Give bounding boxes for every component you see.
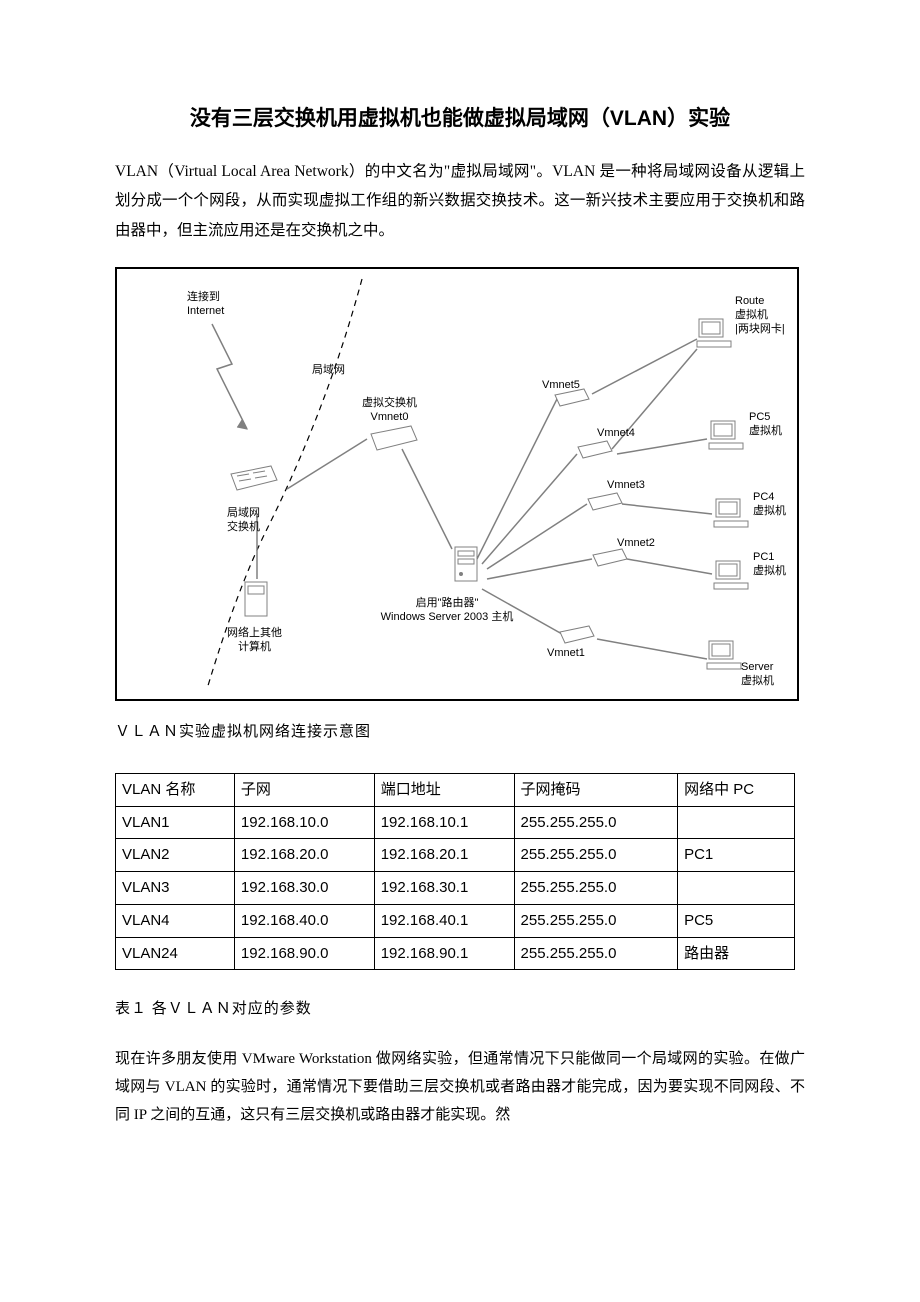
label-pc1: PC1虚拟机 <box>753 551 786 579</box>
label-route: Route虚拟机|两块网卡| <box>735 295 785 336</box>
table-row: VLAN3192.168.30.0192.168.30.1255.255.255… <box>116 872 795 905</box>
table-cell: VLAN3 <box>116 872 235 905</box>
table-row: VLAN1192.168.10.0192.168.10.1255.255.255… <box>116 806 795 839</box>
host-server-icon <box>452 544 482 584</box>
table-cell: 192.168.40.1 <box>374 904 514 937</box>
label-pc4: PC4虚拟机 <box>753 491 786 519</box>
table-cell: 255.255.255.0 <box>514 872 678 905</box>
table-cell: 192.168.10.0 <box>234 806 374 839</box>
label-other-pc: 网络上其他计算机 <box>227 627 282 655</box>
other-pc-icon <box>242 579 272 619</box>
table-cell <box>678 872 795 905</box>
pc5-icon <box>707 419 747 453</box>
label-server: Server虚拟机 <box>741 661 774 689</box>
table-cell: 192.168.40.0 <box>234 904 374 937</box>
network-diagram: 连接到Internet 局域网 虚拟交换机Vmnet0 局域网交换机 网络上其他… <box>115 267 799 701</box>
col-vlan-name: VLAN 名称 <box>116 773 235 806</box>
page-title: 没有三层交换机用虚拟机也能做虚拟局域网（VLAN）实验 <box>115 100 805 139</box>
table-cell: VLAN24 <box>116 937 235 970</box>
table-row: VLAN24192.168.90.0192.168.90.1255.255.25… <box>116 937 795 970</box>
table-cell: 255.255.255.0 <box>514 806 678 839</box>
table-cell: VLAN1 <box>116 806 235 839</box>
pc4-icon <box>712 497 752 531</box>
label-internet: 连接到Internet <box>187 291 224 319</box>
table-cell <box>678 806 795 839</box>
table-cell: PC5 <box>678 904 795 937</box>
label-host: 启用"路由器"Windows Server 2003 主机 <box>347 597 547 625</box>
table-row: VLAN4192.168.40.0192.168.40.1255.255.255… <box>116 904 795 937</box>
label-lan: 局域网 <box>312 364 345 378</box>
table-cell: 192.168.90.0 <box>234 937 374 970</box>
label-pc5: PC5虚拟机 <box>749 411 782 439</box>
table-cell: 192.168.30.1 <box>374 872 514 905</box>
lan-switch-icon <box>227 464 281 494</box>
vlan-table: VLAN 名称 子网 端口地址 子网掩码 网络中 PC VLAN1192.168… <box>115 773 795 971</box>
table-header-row: VLAN 名称 子网 端口地址 子网掩码 网络中 PC <box>116 773 795 806</box>
table-cell: PC1 <box>678 839 795 872</box>
label-vmnet1: Vmnet1 <box>547 647 585 661</box>
table-row: VLAN2192.168.20.0192.168.20.1255.255.255… <box>116 839 795 872</box>
col-subnet: 子网 <box>234 773 374 806</box>
table-cell: 192.168.20.0 <box>234 839 374 872</box>
label-vswitch: 虚拟交换机Vmnet0 <box>362 397 417 425</box>
table-cell: 255.255.255.0 <box>514 937 678 970</box>
table-caption: 表１ 各ＶＬＡＮ对应的参数 <box>115 996 805 1024</box>
body-paragraph: 现在许多朋友使用 VMware Workstation 做网络实验，但通常情况下… <box>115 1046 805 1129</box>
table-cell: 192.168.90.1 <box>374 937 514 970</box>
vmnet3-icon <box>585 491 625 513</box>
table-cell: 255.255.255.0 <box>514 904 678 937</box>
table-cell: 192.168.20.1 <box>374 839 514 872</box>
diagram-caption: ＶＬＡＮ实验虚拟机网络连接示意图 <box>115 719 805 747</box>
vmnet4-icon <box>575 439 615 461</box>
pc1-icon <box>712 559 752 593</box>
col-mask: 子网掩码 <box>514 773 678 806</box>
vswitch-icon <box>367 424 421 454</box>
col-port-addr: 端口地址 <box>374 773 514 806</box>
table-cell: 192.168.10.1 <box>374 806 514 839</box>
table-cell: 路由器 <box>678 937 795 970</box>
table-cell: 192.168.30.0 <box>234 872 374 905</box>
table-cell: VLAN4 <box>116 904 235 937</box>
vmnet2-icon <box>590 547 630 569</box>
col-pc: 网络中 PC <box>678 773 795 806</box>
route-pc-icon <box>695 317 735 351</box>
table-cell: 255.255.255.0 <box>514 839 678 872</box>
vmnet1-icon <box>557 624 597 646</box>
intro-paragraph: VLAN（Virtual Local Area Network）的中文名为"虚拟… <box>115 157 805 245</box>
server-pc-icon <box>705 639 745 673</box>
table-cell: VLAN2 <box>116 839 235 872</box>
label-lan-switch: 局域网交换机 <box>227 507 260 535</box>
vmnet5-icon <box>552 387 592 409</box>
